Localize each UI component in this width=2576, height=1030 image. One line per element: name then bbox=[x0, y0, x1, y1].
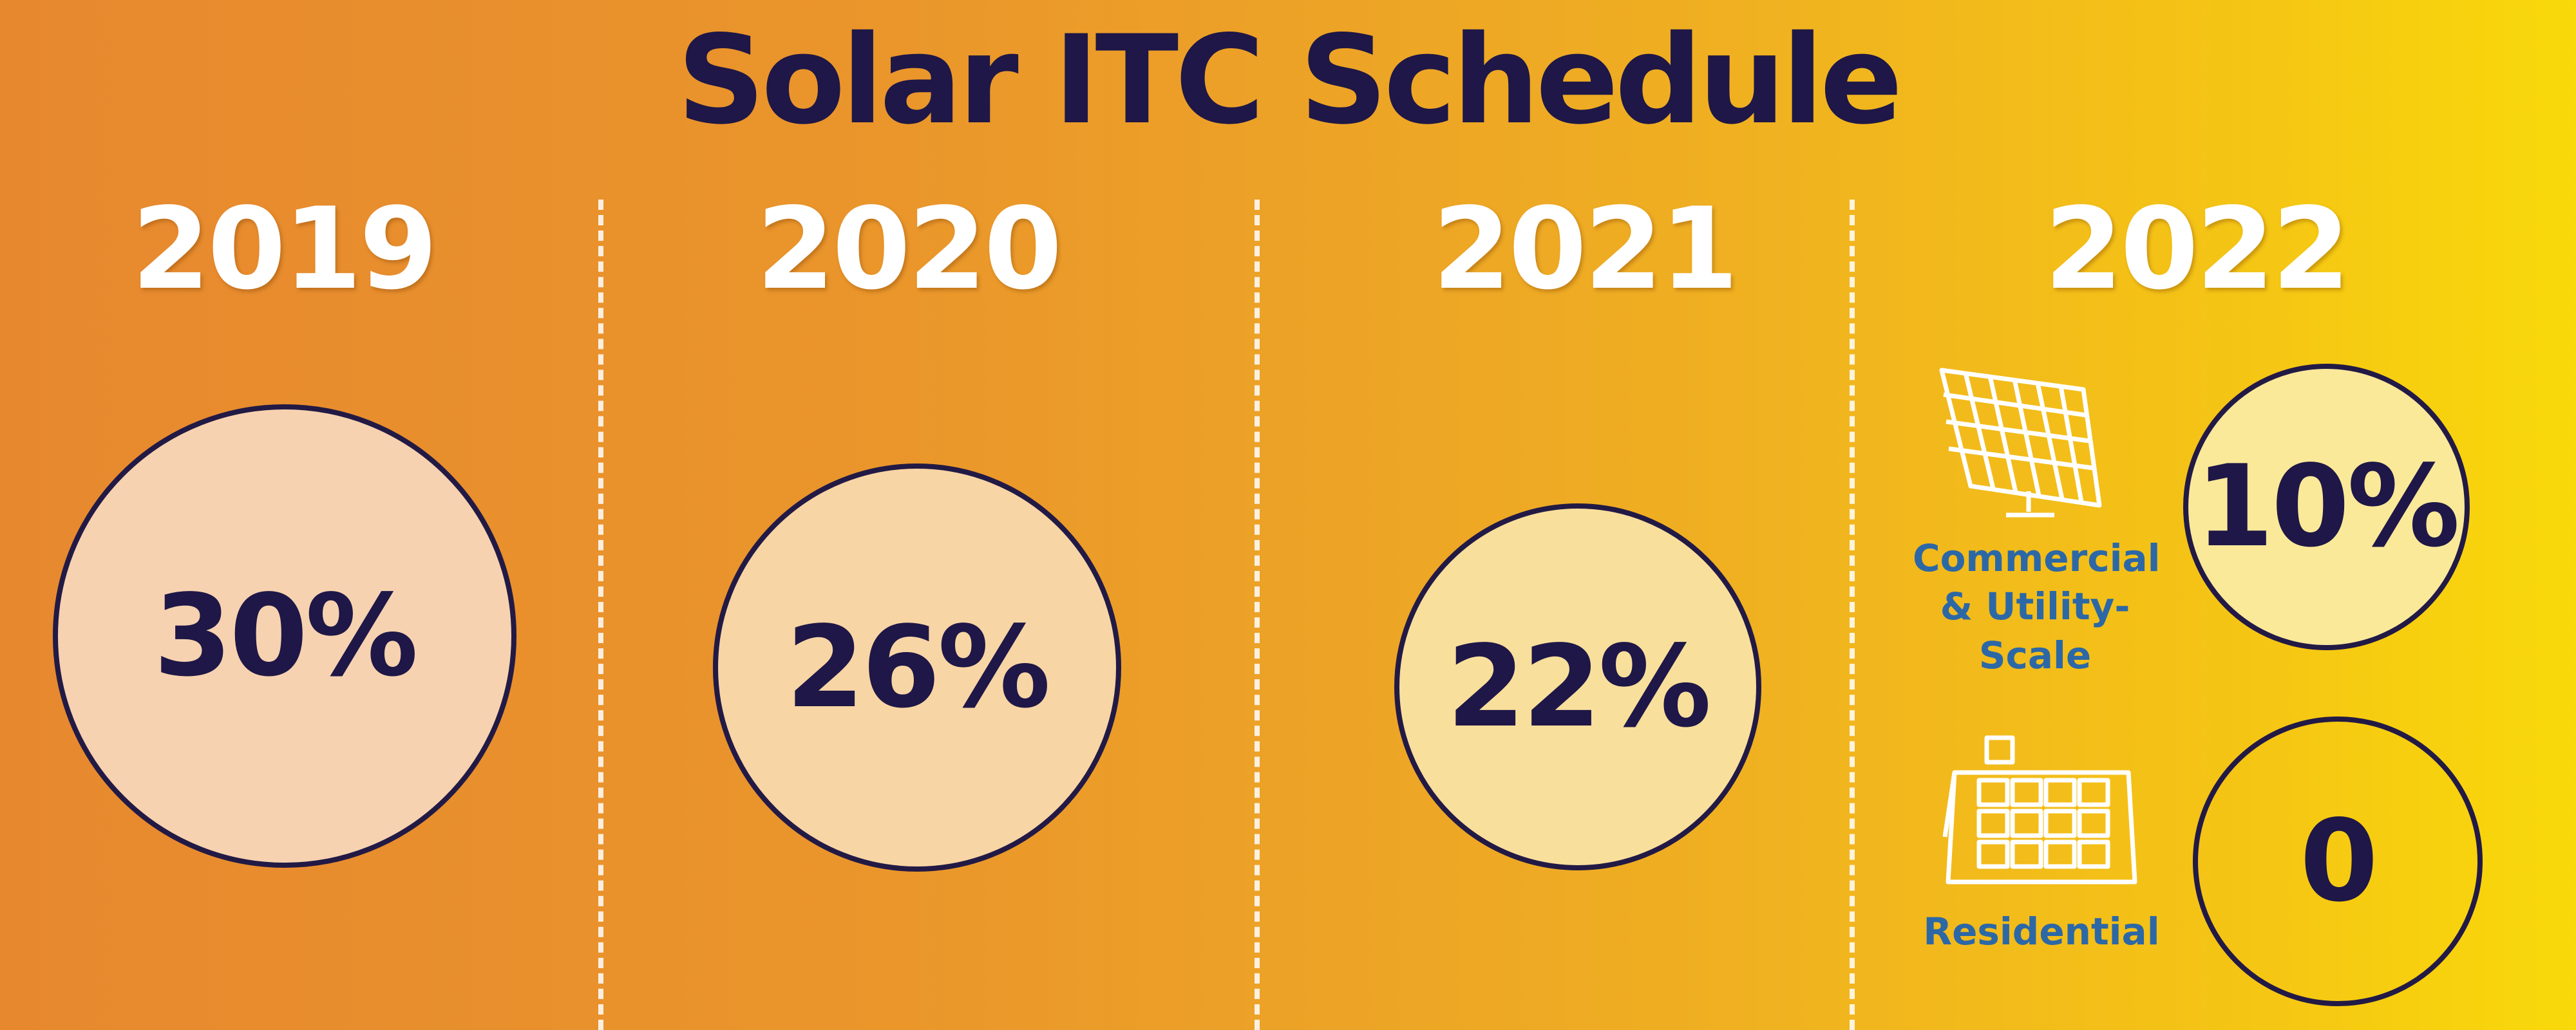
chart-title: Solar ITC Schedule bbox=[677, 9, 1902, 151]
value-circle-2022-residential: 0 bbox=[2193, 716, 2483, 1006]
category-label-commercial-line2: & Utility- bbox=[1940, 585, 2130, 629]
year-label-2022: 2022 bbox=[2044, 184, 2350, 315]
category-label-commercial-line3: Scale bbox=[1978, 633, 2092, 677]
category-label-commercial: Commercial & Utility- Scale bbox=[1913, 534, 2161, 680]
value-circle-2020: 26% bbox=[713, 464, 1121, 872]
commercial-solar-panel-icon bbox=[1932, 357, 2112, 525]
residential-rooftop-solar-icon bbox=[1942, 734, 2141, 888]
value-circle-2022-commercial: 10% bbox=[2183, 364, 2470, 650]
value-label-2019: 30% bbox=[153, 570, 419, 702]
category-label-commercial-line1: Commercial bbox=[1913, 536, 2161, 580]
column-divider-3 bbox=[1850, 200, 1855, 1030]
value-label-2021: 22% bbox=[1446, 621, 1712, 753]
column-divider-1 bbox=[598, 200, 603, 1030]
category-label-residential: Residential bbox=[1923, 910, 2160, 953]
year-label-2020: 2020 bbox=[756, 184, 1062, 315]
year-label-2019: 2019 bbox=[131, 184, 437, 315]
year-label-2021: 2021 bbox=[1432, 184, 1738, 315]
value-label-2022-commercial: 10% bbox=[2195, 442, 2460, 572]
value-label-2022-residential: 0 bbox=[2300, 796, 2378, 927]
value-circle-2021: 22% bbox=[1394, 503, 1761, 870]
value-label-2020: 26% bbox=[786, 602, 1051, 733]
column-divider-2 bbox=[1255, 200, 1260, 1030]
value-circle-2019: 30% bbox=[53, 404, 516, 868]
